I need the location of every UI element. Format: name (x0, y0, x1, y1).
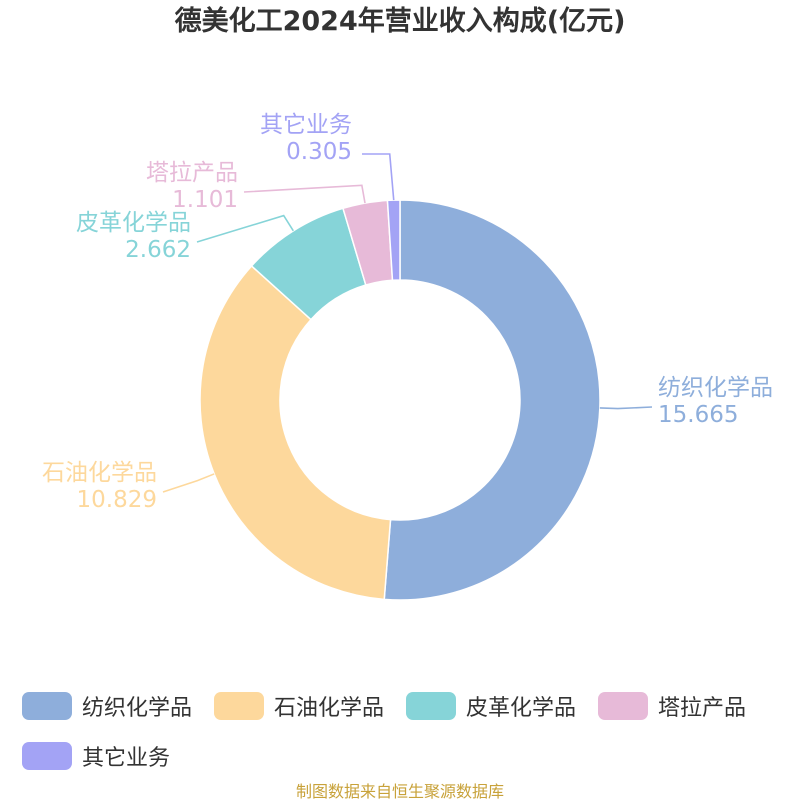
legend-swatch-1 (22, 692, 72, 720)
legend-label-3: 皮革化学品 (466, 696, 577, 721)
slice-label-3: 皮革化学品 (76, 210, 191, 236)
legend-item-2[interactable]: 石油化学品 (214, 690, 384, 722)
legend-label-2: 石油化学品 (274, 696, 385, 721)
slice-value-3: 2.662 (125, 237, 191, 263)
source-note: 制图数据来自恒生聚源数据库 (295, 782, 504, 801)
slice-value-2: 10.829 (77, 487, 157, 513)
leader-line-2 (162, 473, 215, 493)
legend-swatch-5 (22, 742, 72, 770)
chart-title: 德美化工2024年营业收入构成(亿元) (174, 6, 626, 37)
legend-item-4[interactable]: 塔拉产品 (598, 690, 746, 722)
slice-label-2: 石油化学品 (42, 460, 157, 486)
legend-swatch-3 (406, 692, 457, 720)
slice-label-4: 塔拉产品 (146, 160, 238, 186)
leader-line-3 (196, 214, 294, 243)
slice-5[interactable] (386, 199, 401, 282)
legend: 纺织化学品 石油化学品 皮革化学品 塔拉产品其它业务 (22, 690, 792, 772)
leader-line-4 (243, 184, 366, 204)
legend-swatch-2 (214, 692, 265, 720)
legend-label-4: 塔拉产品 (658, 696, 747, 721)
leader-line-5 (362, 153, 395, 201)
slice-value-5: 0.305 (286, 139, 352, 165)
slice-value-4: 1.101 (172, 187, 238, 213)
legend-item-5[interactable]: 其它业务 (22, 740, 170, 772)
legend-label-5: 其它业务 (82, 746, 171, 771)
slice-label-1: 纺织化学品 (658, 375, 773, 401)
legend-item-3[interactable]: 皮革化学品 (406, 690, 576, 722)
slice-2[interactable] (199, 264, 392, 601)
legend-label-1: 纺织化学品 (82, 696, 193, 721)
slice-1[interactable] (383, 199, 601, 601)
slice-value-1: 15.665 (658, 402, 738, 428)
legend-item-1[interactable]: 纺织化学品 (22, 690, 192, 722)
slice-label-5: 其它业务 (260, 112, 352, 138)
legend-swatch-4 (598, 692, 649, 720)
leader-line-1 (599, 406, 653, 410)
